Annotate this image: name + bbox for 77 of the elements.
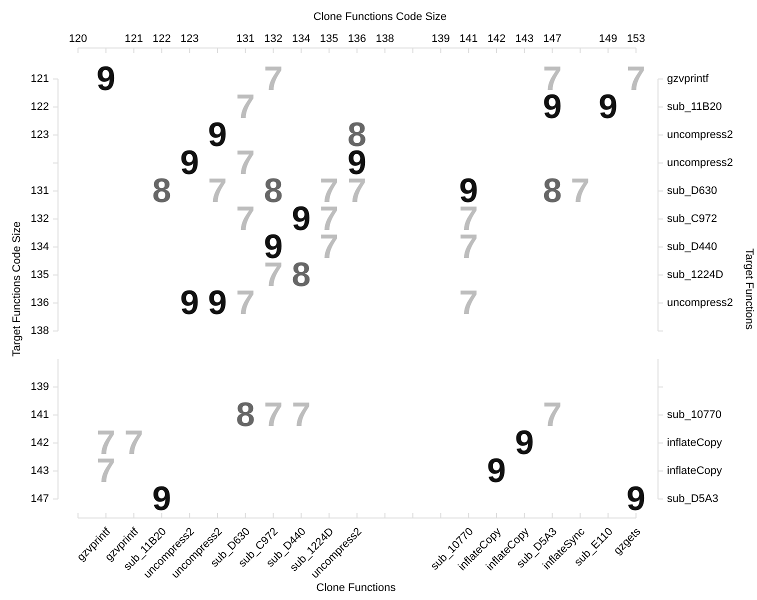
y-tick-label: 121 <box>30 72 49 85</box>
x-axis-title: Clone Functions <box>316 582 396 594</box>
x-tick-label: 136 <box>348 33 366 45</box>
y2-tick-label: inflateCopy <box>667 436 723 449</box>
data-label: 8 <box>152 172 172 210</box>
y-tick-label: 135 <box>30 268 49 281</box>
x-tick-label: 138 <box>376 33 394 45</box>
y-tick-label: 136 <box>30 296 49 309</box>
data-label: 9 <box>152 480 172 518</box>
data-label: 7 <box>236 144 255 182</box>
x-tick-label: 132 <box>264 33 282 45</box>
y2-tick-label: sub_D630 <box>667 184 718 197</box>
y2-tick-label: sub_11B20 <box>667 100 722 113</box>
data-label: 7 <box>124 424 144 462</box>
y-tick-label: 131 <box>30 184 49 197</box>
x-tick-label: 142 <box>487 33 506 45</box>
y2-axis-title: Target Functions <box>743 248 755 330</box>
data-label: 8 <box>542 172 562 210</box>
y-axis-title: Target Functions Code Size <box>11 221 23 357</box>
y2-tick-label: uncompress2 <box>667 296 734 309</box>
y2-tick-label: uncompress2 <box>667 156 734 169</box>
data-label: 7 <box>542 396 562 434</box>
x-tick-label: 139 <box>432 33 450 45</box>
data-label: 7 <box>570 172 590 210</box>
y-tick-label: 142 <box>30 436 49 449</box>
y-tick-label: 143 <box>30 464 49 477</box>
data-label: 7 <box>264 60 283 98</box>
data-label: 7 <box>292 396 311 434</box>
y-tick-label: 132 <box>30 212 49 225</box>
data-label: 9 <box>208 284 227 322</box>
x-tick-label: 131 <box>236 33 255 45</box>
x-tick-label: 122 <box>152 33 171 45</box>
x-tick-label: 143 <box>515 33 534 45</box>
y-tick-label: 138 <box>30 324 49 337</box>
data-label: 9 <box>180 144 200 182</box>
y2-tick-label: sub_1224D <box>667 268 724 281</box>
y-tick-label: 147 <box>30 492 49 505</box>
y2-tick-label: uncompress2 <box>667 128 734 141</box>
x-tick-label: 120 <box>68 33 88 45</box>
data-label: 7 <box>264 396 283 434</box>
data-label: 7 <box>236 200 255 238</box>
data-label: 7 <box>459 284 478 322</box>
data-label: 9 <box>487 452 506 490</box>
x-tick-label: 141 <box>459 33 478 45</box>
data-label: 7 <box>208 172 227 210</box>
data-label: 9 <box>208 116 227 154</box>
x-tick-label: 153 <box>626 33 646 45</box>
y-tick-label: 122 <box>30 100 49 113</box>
x-tick-label: 123 <box>180 33 199 45</box>
y2-tick-label: inflateCopy <box>667 464 723 477</box>
data-label: 7 <box>236 284 255 322</box>
y-tick-label: 123 <box>30 128 49 141</box>
x-tick-label: 134 <box>292 33 310 45</box>
x-tick-label: 149 <box>598 33 618 45</box>
x-tick-label: 135 <box>320 33 338 45</box>
y2-tick-label: gzvprintf <box>667 72 710 85</box>
x-tick-label: 121 <box>124 33 143 45</box>
data-label: 9 <box>96 60 116 98</box>
y2-tick-label: sub_D5A3 <box>667 492 718 505</box>
y2-tick-label: sub_10770 <box>667 408 722 421</box>
x-tick-label: 147 <box>543 33 562 45</box>
data-label: 9 <box>180 284 200 322</box>
data-label: 8 <box>292 256 311 294</box>
data-label: 9 <box>514 424 534 462</box>
data-label: 9 <box>292 200 311 238</box>
data-label: 9 <box>598 88 618 126</box>
y-tick-label: 134 <box>30 240 49 253</box>
data-label: 7 <box>236 88 255 126</box>
data-label: 8 <box>236 396 255 434</box>
y2-tick-label: sub_D440 <box>667 240 718 253</box>
y-tick-label: 139 <box>30 380 49 393</box>
data-label: 7 <box>626 60 646 98</box>
data-label: 9 <box>626 480 646 518</box>
x-axis-title: Clone Functions Code Size <box>313 11 447 23</box>
y2-tick-label: sub_C972 <box>667 212 718 225</box>
data-label: 8 <box>264 172 283 210</box>
y-tick-label: 141 <box>30 408 49 421</box>
